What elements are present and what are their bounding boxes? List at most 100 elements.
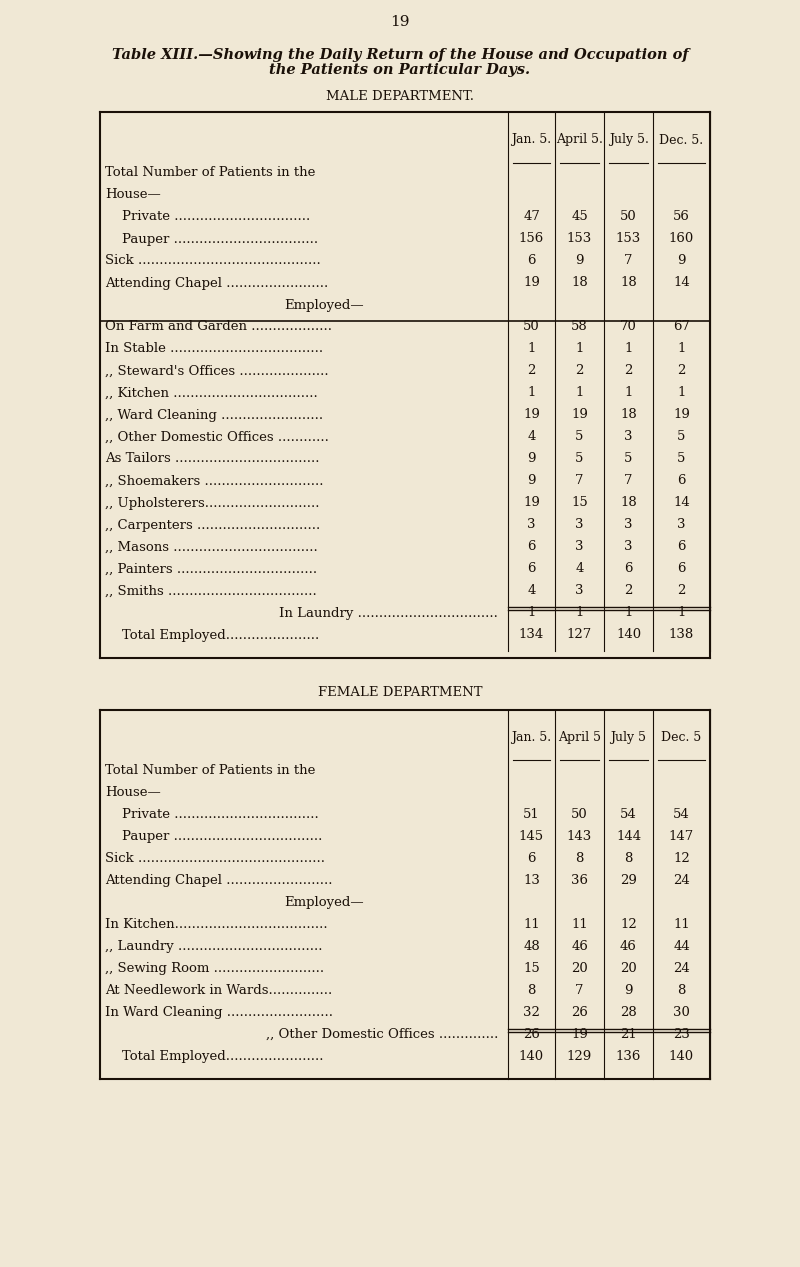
Text: 8: 8 <box>624 853 633 865</box>
Text: 50: 50 <box>620 210 637 223</box>
Text: 156: 156 <box>519 233 544 246</box>
Text: ,, Kitchen ..................................: ,, Kitchen .............................… <box>105 386 318 399</box>
Text: MALE DEPARTMENT.: MALE DEPARTMENT. <box>326 90 474 104</box>
Text: 24: 24 <box>673 874 690 887</box>
Text: 11: 11 <box>673 919 690 931</box>
Text: 3: 3 <box>678 518 686 531</box>
Text: 127: 127 <box>567 628 592 641</box>
Text: 6: 6 <box>678 541 686 554</box>
Text: 19: 19 <box>390 15 410 29</box>
Text: 44: 44 <box>673 940 690 953</box>
Text: 8: 8 <box>527 984 536 997</box>
Text: ,, Sewing Room ..........................: ,, Sewing Room .........................… <box>105 962 324 976</box>
Text: 1: 1 <box>527 342 536 356</box>
Text: 5: 5 <box>678 452 686 465</box>
Text: July 5: July 5 <box>610 731 646 744</box>
Text: 12: 12 <box>673 853 690 865</box>
Text: At Needlework in Wards...............: At Needlework in Wards............... <box>105 984 332 997</box>
Text: 2: 2 <box>624 584 633 598</box>
Text: 28: 28 <box>620 1006 637 1019</box>
Text: 153: 153 <box>616 233 641 246</box>
Text: Dec. 5: Dec. 5 <box>662 731 702 744</box>
Text: 3: 3 <box>624 518 633 531</box>
Text: 6: 6 <box>527 255 536 267</box>
Text: 18: 18 <box>571 276 588 289</box>
Text: 18: 18 <box>620 276 637 289</box>
Text: 46: 46 <box>571 940 588 953</box>
Text: 19: 19 <box>571 1028 588 1041</box>
Text: 19: 19 <box>523 408 540 422</box>
Text: 160: 160 <box>669 233 694 246</box>
Text: 19: 19 <box>571 408 588 422</box>
Text: 140: 140 <box>519 1050 544 1063</box>
Text: 11: 11 <box>571 919 588 931</box>
Text: 6: 6 <box>527 563 536 575</box>
Text: 14: 14 <box>673 276 690 289</box>
Text: House—: House— <box>105 189 161 201</box>
Text: 2: 2 <box>678 365 686 378</box>
Text: 6: 6 <box>678 563 686 575</box>
Text: 48: 48 <box>523 940 540 953</box>
Text: 136: 136 <box>616 1050 641 1063</box>
Text: 5: 5 <box>678 431 686 443</box>
Text: the Patients on Particular Days.: the Patients on Particular Days. <box>270 63 530 77</box>
Text: 4: 4 <box>527 584 536 598</box>
Text: 9: 9 <box>624 984 633 997</box>
Text: 21: 21 <box>620 1028 637 1041</box>
Text: 3: 3 <box>575 584 584 598</box>
Text: 1: 1 <box>624 386 633 399</box>
Text: 145: 145 <box>519 830 544 843</box>
Text: 19: 19 <box>673 408 690 422</box>
Text: 29: 29 <box>620 874 637 887</box>
Text: ,, Ward Cleaning ........................: ,, Ward Cleaning .......................… <box>105 408 323 422</box>
Text: 3: 3 <box>527 518 536 531</box>
Text: 3: 3 <box>575 541 584 554</box>
Text: On Farm and Garden ...................: On Farm and Garden ................... <box>105 321 332 333</box>
Text: 6: 6 <box>527 541 536 554</box>
Text: 12: 12 <box>620 919 637 931</box>
Text: In Ward Cleaning .........................: In Ward Cleaning .......................… <box>105 1006 333 1019</box>
Text: Table XIII.—Showing the Daily Return of the House and Occupation of: Table XIII.—Showing the Daily Return of … <box>112 48 688 62</box>
Text: 8: 8 <box>678 984 686 997</box>
Text: FEMALE DEPARTMENT: FEMALE DEPARTMENT <box>318 687 482 699</box>
Text: 7: 7 <box>575 475 584 488</box>
Text: 3: 3 <box>624 541 633 554</box>
Text: In Laundry .................................: In Laundry .............................… <box>279 607 498 620</box>
Text: 54: 54 <box>673 808 690 821</box>
Text: Employed—: Employed— <box>284 896 364 910</box>
Text: ,, Carpenters .............................: ,, Carpenters ..........................… <box>105 518 320 531</box>
Text: ,, Other Domestic Offices ............: ,, Other Domestic Offices ............ <box>105 431 329 443</box>
Text: 70: 70 <box>620 321 637 333</box>
Text: Jan. 5.: Jan. 5. <box>511 133 551 147</box>
Text: ,, Laundry ..................................: ,, Laundry .............................… <box>105 940 322 953</box>
Text: Dec. 5.: Dec. 5. <box>659 133 703 147</box>
Text: 5: 5 <box>624 452 633 465</box>
Text: 15: 15 <box>523 962 540 976</box>
Text: 56: 56 <box>673 210 690 223</box>
Text: 6: 6 <box>527 853 536 865</box>
Text: 47: 47 <box>523 210 540 223</box>
Text: 1: 1 <box>527 386 536 399</box>
Text: 3: 3 <box>575 518 584 531</box>
Text: 67: 67 <box>673 321 690 333</box>
Text: 54: 54 <box>620 808 637 821</box>
Text: Attending Chapel .........................: Attending Chapel .......................… <box>105 874 333 887</box>
Text: 13: 13 <box>523 874 540 887</box>
Text: 18: 18 <box>620 497 637 509</box>
Text: 1: 1 <box>678 386 686 399</box>
Text: ,, Masons ..................................: ,, Masons ..............................… <box>105 541 318 554</box>
Text: July 5.: July 5. <box>609 133 649 147</box>
Text: 9: 9 <box>575 255 584 267</box>
Text: 46: 46 <box>620 940 637 953</box>
Text: 153: 153 <box>567 233 592 246</box>
Text: 14: 14 <box>673 497 690 509</box>
Text: 143: 143 <box>567 830 592 843</box>
Text: 7: 7 <box>624 255 633 267</box>
Text: House—: House— <box>105 786 161 799</box>
Text: 36: 36 <box>571 874 588 887</box>
Text: 4: 4 <box>527 431 536 443</box>
Text: 26: 26 <box>523 1028 540 1041</box>
Text: 1: 1 <box>678 607 686 620</box>
Text: 2: 2 <box>624 365 633 378</box>
Text: 23: 23 <box>673 1028 690 1041</box>
